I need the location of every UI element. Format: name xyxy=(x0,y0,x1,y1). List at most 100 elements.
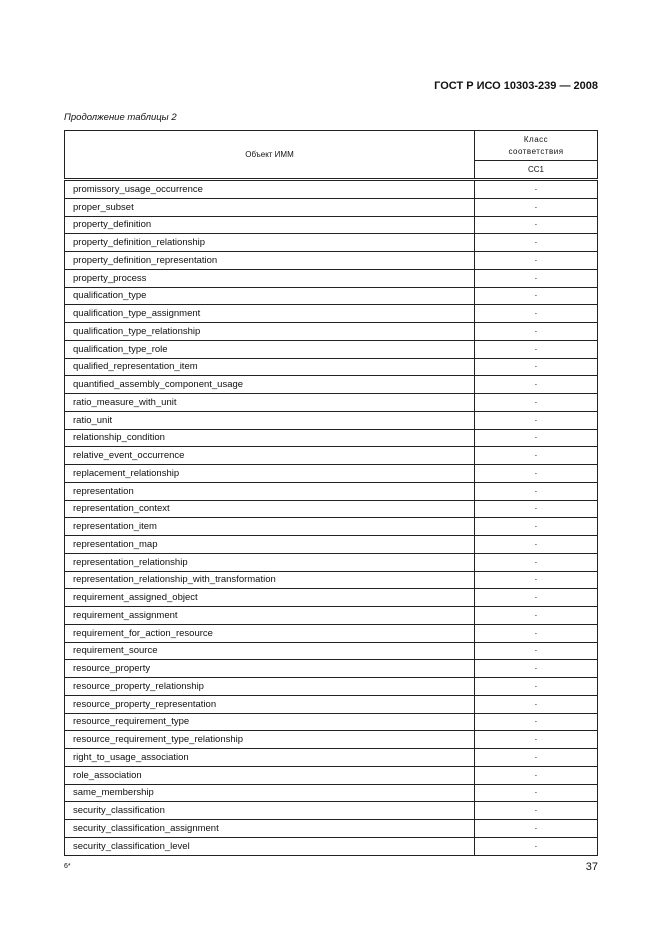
table-row: qualification_type_assignment · xyxy=(64,304,598,323)
cc1-value: · xyxy=(474,801,598,820)
cc1-value: · xyxy=(474,748,598,767)
cc1-value: · xyxy=(474,215,598,235)
object-name: right_to_usage_association xyxy=(64,748,475,767)
object-name: representation_relationship_with_transfo… xyxy=(64,570,475,590)
table-row: representation_relationship_with_transfo… xyxy=(64,570,598,590)
table-row: proper_subset · xyxy=(64,197,598,217)
cc1-value: · xyxy=(474,322,598,341)
object-name: requirement_assignment xyxy=(64,606,475,625)
object-name: security_classification_level xyxy=(64,836,475,856)
table-row: resource_requirement_type · xyxy=(64,712,598,732)
object-name: relative_event_occurrence xyxy=(64,446,475,465)
table-row: qualification_type_relationship · xyxy=(64,322,598,341)
header-class-label: Класс соответствия xyxy=(508,134,564,156)
table-row: property_definition_representation · xyxy=(64,251,598,270)
object-name: representation xyxy=(64,481,475,501)
cc1-value: · xyxy=(474,606,598,625)
table-row: resource_property · xyxy=(64,659,598,678)
object-name: same_membership xyxy=(64,783,475,803)
object-name: resource_property_relationship xyxy=(64,677,475,696)
cc1-value: · xyxy=(474,623,598,643)
object-name: qualification_type_assignment xyxy=(64,304,475,323)
table-row: quantified_assembly_component_usage · xyxy=(64,375,598,394)
table-row: security_classification · xyxy=(64,801,598,820)
cc1-value: · xyxy=(474,836,598,856)
cc1-value: · xyxy=(474,694,598,714)
table-row: resource_property_representation · xyxy=(64,694,598,714)
object-name: qualified_representation_item xyxy=(64,357,475,377)
cc1-value: · xyxy=(474,659,598,678)
sheet-mark: 6* xyxy=(64,863,71,870)
cc1-value: · xyxy=(474,783,598,803)
cc1-value: · xyxy=(474,233,598,252)
object-name: property_definition_representation xyxy=(64,251,475,270)
page-number: 37 xyxy=(585,861,598,873)
table-row: property_definition_relationship · xyxy=(64,233,598,252)
table-row: representation_item · xyxy=(64,517,598,536)
object-name: resource_requirement_type xyxy=(64,712,475,732)
object-name: representation_relationship xyxy=(64,552,475,572)
cc1-value: · xyxy=(474,197,598,217)
object-name: resource_requirement_type_relationship xyxy=(64,730,475,749)
cc1-value: · xyxy=(474,179,598,199)
cc1-value: · xyxy=(474,393,598,412)
cc1-value: · xyxy=(474,428,598,448)
object-name: property_definition_relationship xyxy=(64,233,475,252)
table-row: resource_property_relationship · xyxy=(64,677,598,696)
cc1-value: · xyxy=(474,375,598,394)
cc1-value: · xyxy=(474,268,598,288)
table-row: qualification_type · xyxy=(64,286,598,306)
table-row: promissory_usage_occurrence · xyxy=(64,179,598,199)
cc1-value: · xyxy=(474,304,598,323)
table-row: ratio_unit · xyxy=(64,410,598,430)
table-row: representation_relationship · xyxy=(64,552,598,572)
cc1-value: · xyxy=(474,464,598,483)
cc1-value: · xyxy=(474,588,598,607)
cc1-value: · xyxy=(474,712,598,732)
cc1-value: · xyxy=(474,339,598,359)
object-name: replacement_relationship xyxy=(64,464,475,483)
object-name: ratio_unit xyxy=(64,410,475,430)
table-row: ratio_measure_with_unit · xyxy=(64,393,598,412)
table-row: representation · xyxy=(64,481,598,501)
object-name: property_process xyxy=(64,268,475,288)
object-name: requirement_source xyxy=(64,641,475,661)
header-cc1: CC1 xyxy=(474,160,598,181)
object-name: representation_map xyxy=(64,535,475,554)
header-object: Объект ИММ xyxy=(64,130,475,181)
table-row: representation_context · xyxy=(64,499,598,519)
cc1-value: · xyxy=(474,499,598,519)
cc1-value: · xyxy=(474,251,598,270)
object-name: relationship_condition xyxy=(64,428,475,448)
object-name: qualification_type_relationship xyxy=(64,322,475,341)
object-name: security_classification_assignment xyxy=(64,819,475,838)
table-continuation-caption: Продолжение таблицы 2 xyxy=(64,112,177,123)
header-class: Класс соответствия xyxy=(474,130,598,161)
table-row: role_association · xyxy=(64,765,598,785)
table-row: requirement_assigned_object · xyxy=(64,588,598,607)
object-name: quantified_assembly_component_usage xyxy=(64,375,475,394)
table-row: representation_map · xyxy=(64,535,598,554)
object-name: security_classification xyxy=(64,801,475,820)
object-name: qualification_type xyxy=(64,286,475,306)
object-name: qualification_type_role xyxy=(64,339,475,359)
object-name: property_definition xyxy=(64,215,475,235)
cc1-value: · xyxy=(474,819,598,838)
table-row: requirement_source · xyxy=(64,641,598,661)
object-name: resource_property xyxy=(64,659,475,678)
object-name: promissory_usage_occurrence xyxy=(64,179,475,199)
cc1-value: · xyxy=(474,677,598,696)
cc1-value: · xyxy=(474,410,598,430)
cc1-value: · xyxy=(474,517,598,536)
cc1-value: · xyxy=(474,570,598,590)
object-name: representation_item xyxy=(64,517,475,536)
table-row: relationship_condition · xyxy=(64,428,598,448)
object-name: ratio_measure_with_unit xyxy=(64,393,475,412)
table-row: relative_event_occurrence · xyxy=(64,446,598,465)
standard-designation: ГОСТ Р ИСО 10303-239 — 2008 xyxy=(434,80,598,92)
table-row: replacement_relationship · xyxy=(64,464,598,483)
object-name: requirement_assigned_object xyxy=(64,588,475,607)
conformance-table: Объект ИММ Класс соответствия CC1 promis… xyxy=(64,130,598,856)
table-row: security_classification_level · xyxy=(64,836,598,856)
cc1-value: · xyxy=(474,730,598,749)
